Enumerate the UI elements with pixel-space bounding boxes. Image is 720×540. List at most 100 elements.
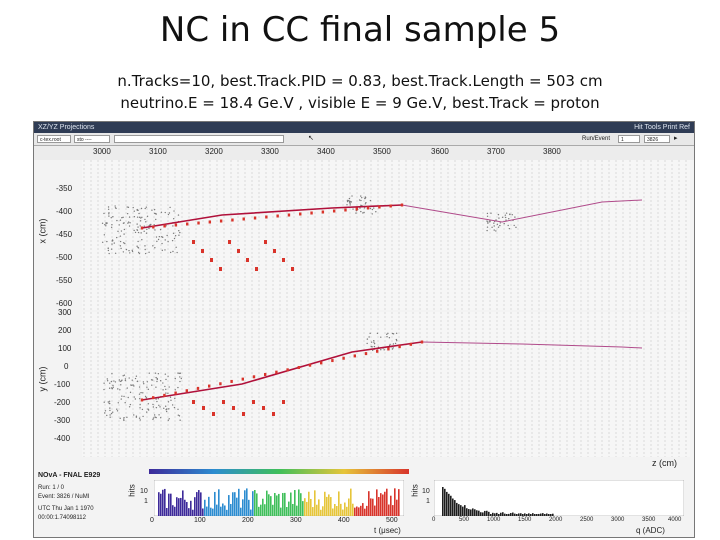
time-bin [176, 497, 178, 516]
cell-hit [144, 248, 146, 251]
time-histogram[interactable] [154, 480, 404, 516]
time-bin [170, 493, 172, 516]
cell-hit [366, 342, 368, 345]
cell-hit [138, 252, 141, 255]
cell-hit [120, 384, 122, 386]
time-bin [280, 507, 282, 516]
cell-hit [114, 381, 117, 383]
cell-hit [346, 200, 349, 203]
cell-hit [159, 406, 161, 408]
cell-hit [126, 387, 128, 389]
time-bin [346, 506, 348, 516]
cell-hit [173, 237, 176, 240]
cell-hit [145, 206, 148, 208]
next-event-icon[interactable]: ▸ [674, 135, 678, 142]
cell-hit [161, 236, 163, 238]
cell-hit [177, 408, 179, 410]
cell-hit [514, 216, 516, 218]
cell-hit [167, 375, 169, 377]
xz-view[interactable] [82, 160, 690, 310]
cell-hit [118, 379, 121, 381]
charge-bin [468, 509, 470, 516]
cell-hit [107, 401, 109, 403]
cell-hit [120, 247, 122, 250]
xz-y-tick: -400 [56, 207, 73, 216]
cell-hit [503, 222, 505, 225]
cell-hit [126, 416, 128, 418]
time-bin [398, 489, 400, 516]
charge-bin [524, 513, 526, 516]
cell-hit [389, 343, 391, 346]
cell-hit [116, 388, 119, 390]
track-hit [152, 225, 155, 229]
cell-hit [125, 248, 128, 251]
cell-hit [103, 401, 105, 403]
run-input[interactable]: 1 [618, 135, 640, 143]
event-display-window: XZ/YZ Projections Hit Tools Print Ref c-… [33, 121, 695, 538]
yz-y-tick: -200 [54, 398, 71, 407]
time-bin [290, 492, 292, 516]
cell-hit [103, 234, 106, 236]
cell-hit [159, 379, 162, 382]
cell-hit [360, 195, 362, 197]
shower-hit [264, 240, 267, 244]
time-bin [384, 491, 386, 516]
cell-hit [155, 416, 157, 419]
cell-hit [124, 378, 127, 380]
cell-hit [133, 210, 135, 212]
file-field[interactable]: c-tex.root [37, 135, 71, 143]
cell-hit [168, 408, 170, 410]
charge-bin [522, 514, 524, 516]
source-field[interactable]: sto ---- [74, 135, 110, 143]
cell-hit [112, 384, 114, 387]
cell-hit [363, 207, 366, 209]
cell-hit [111, 239, 114, 241]
event-input[interactable]: 3826 [644, 135, 670, 143]
time-bin [200, 492, 202, 516]
cell-hit [165, 410, 168, 413]
window-controls[interactable]: Hit Tools Print Ref [634, 124, 690, 131]
time-bin [340, 503, 342, 516]
charge-bin [528, 513, 530, 516]
cell-hit [176, 251, 178, 254]
xz-y-tick: -450 [56, 230, 73, 239]
cell-hit [121, 216, 123, 219]
time-bin [266, 490, 268, 516]
track-hit [208, 220, 212, 224]
cell-hit [380, 349, 382, 351]
cell-hit [122, 242, 125, 244]
cell-hit [109, 407, 111, 409]
time-bin [246, 488, 248, 516]
cell-hit [513, 224, 515, 227]
cell-hit [156, 377, 158, 380]
time-hist-xtick: 200 [242, 517, 254, 524]
time-bin [314, 490, 316, 516]
xz-y-tick: -600 [56, 299, 73, 308]
charge-bin [526, 514, 528, 516]
shower-hit [262, 406, 265, 410]
charge-histogram[interactable] [434, 480, 684, 516]
path-field[interactable] [114, 135, 284, 143]
track-hit [231, 218, 234, 222]
toolbar: c-tex.root sto ---- ↖ Run/Event 1 3826 ▸ [34, 133, 694, 146]
cell-hit [501, 216, 504, 218]
cell-hit [133, 229, 135, 232]
secondary-track [401, 199, 643, 223]
cell-hit [107, 208, 110, 210]
cell-hit [108, 215, 110, 217]
cell-hit [373, 342, 376, 345]
track-hit [355, 207, 358, 211]
cell-hit [135, 375, 138, 377]
cell-hit [147, 408, 149, 410]
yz-view[interactable] [82, 312, 690, 457]
time-bin [368, 491, 370, 516]
track-hit [409, 342, 412, 346]
track-hit [387, 347, 390, 351]
cell-hit [150, 223, 152, 226]
track-hit [342, 356, 345, 360]
time-bin [278, 493, 280, 516]
time-bin [250, 509, 252, 516]
cell-hit [103, 388, 105, 391]
charge-bin [484, 510, 486, 516]
z-tick: 3200 [205, 147, 223, 156]
